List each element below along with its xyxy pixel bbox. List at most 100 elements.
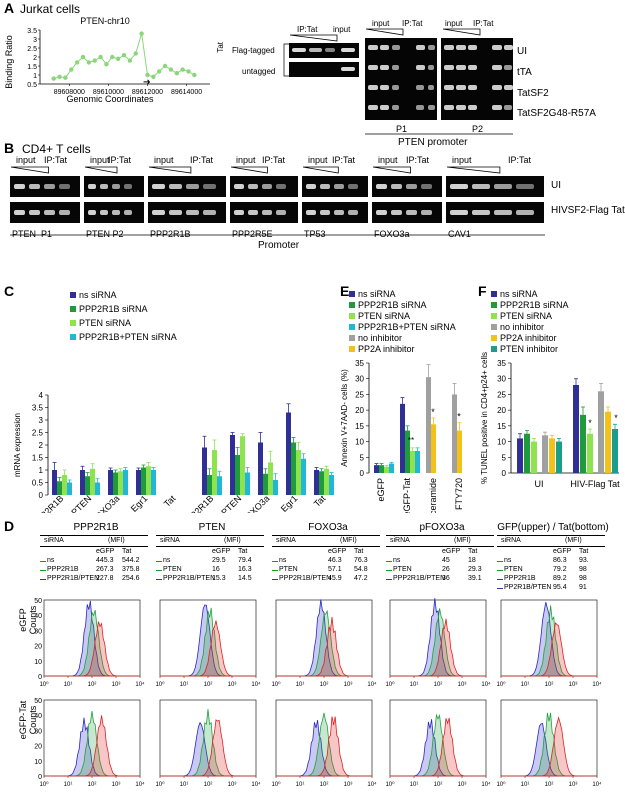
panel-d-histogram-curve bbox=[160, 620, 256, 677]
panel-d-xtick-label: 10¹ bbox=[64, 682, 73, 688]
gel-band bbox=[44, 210, 55, 215]
gel-band bbox=[320, 184, 330, 189]
gel-band bbox=[100, 210, 108, 215]
gel-band bbox=[494, 210, 512, 215]
panel-d-row-tat: 54.8 bbox=[354, 566, 368, 573]
panel-d-row-label: PP2R1B/PTEN bbox=[504, 584, 552, 591]
chart-c-bar bbox=[123, 470, 128, 495]
chart-c-ytick-label: 0 bbox=[39, 491, 44, 500]
panel-d-row-label: PTEN bbox=[504, 566, 523, 573]
chart-f-bar bbox=[598, 391, 604, 473]
chart-c-bar bbox=[62, 475, 67, 495]
gel-band bbox=[428, 45, 435, 50]
chart-a-ytick-label: 1.5 bbox=[27, 64, 37, 71]
chart-a-point bbox=[74, 60, 80, 65]
panel-d-row-swatch bbox=[386, 570, 392, 571]
panel-b-gel bbox=[148, 176, 226, 197]
chart-e-xtick-label: eGFP-Tat bbox=[402, 478, 412, 513]
panel-b-gel bbox=[148, 202, 226, 223]
chart-e-bar bbox=[405, 430, 410, 473]
panel-d-table-rule bbox=[272, 535, 380, 536]
chart-e-ytick-label: 35 bbox=[355, 359, 364, 368]
chart-a-xtick-label: 89608000 bbox=[54, 89, 85, 96]
chart-f-legend-swatch bbox=[491, 324, 497, 330]
chart-a-point bbox=[104, 62, 109, 67]
panel-d-ytick-label: 30 bbox=[34, 728, 42, 735]
panel-d-xtick-label: 10¹ bbox=[296, 682, 305, 688]
gel-band bbox=[421, 184, 432, 189]
panel-d-xtick-label: 10³ bbox=[458, 682, 467, 688]
panel-d-mfi-header: (MFI) bbox=[108, 537, 125, 544]
chart-f-bar bbox=[612, 429, 618, 473]
gel-a-wedge bbox=[289, 34, 338, 42]
gel-band bbox=[391, 184, 402, 189]
chart-a-point bbox=[156, 69, 162, 74]
panel-d-row-label: ns bbox=[279, 557, 287, 564]
gel-band bbox=[516, 184, 534, 189]
panel-d-row-swatch bbox=[156, 561, 162, 562]
panel-b-wedge bbox=[230, 166, 268, 174]
panel-d-xtick-label: 10¹ bbox=[296, 782, 305, 788]
chart-e-ytick-label: 20 bbox=[355, 406, 364, 415]
panel-b-gene-label: PPP2R5E bbox=[232, 229, 273, 239]
gel-a-flag bbox=[289, 43, 359, 58]
panel-d-xtick-label: 10³ bbox=[228, 782, 237, 788]
p2-label: P2 bbox=[472, 124, 484, 134]
panel-d-ytick-label: 0 bbox=[38, 774, 42, 781]
chart-e-ytick-label: 0 bbox=[360, 469, 365, 478]
chart-e-bar bbox=[374, 465, 379, 473]
gel-band bbox=[416, 105, 424, 110]
chart-a-point bbox=[92, 58, 97, 63]
gel-band bbox=[368, 65, 378, 70]
gel-band bbox=[504, 85, 513, 90]
panel-d-xtick-label: 10² bbox=[88, 682, 97, 688]
panel-d-row-egfp: 445.3 bbox=[96, 557, 114, 564]
panel-d-xtick-label: 10² bbox=[545, 682, 554, 688]
gel-band bbox=[492, 45, 502, 50]
panel-b-gene-label: PTEN P2 bbox=[86, 229, 124, 239]
chart-e-bar bbox=[415, 451, 420, 473]
chart-f-bar bbox=[587, 433, 593, 473]
chart-f-ytick-label: 35 bbox=[497, 359, 506, 368]
chart-c-bar bbox=[202, 447, 207, 495]
chart-a-point bbox=[168, 67, 174, 72]
flag-tagged-label: Flag-tagged bbox=[232, 46, 275, 55]
chart-e-bar bbox=[431, 424, 436, 473]
chart-c-legend-label: ns siRNA bbox=[79, 290, 117, 300]
gel-band bbox=[456, 45, 466, 50]
gel-band bbox=[504, 45, 513, 50]
gel-band bbox=[14, 210, 25, 215]
panel-d-col-tat: Tat bbox=[468, 548, 478, 555]
panel-b-wedge-shape bbox=[84, 166, 118, 174]
panel-d-table-rule bbox=[497, 535, 605, 536]
panel-d-col-egfp: eGFP bbox=[212, 548, 231, 555]
gel-band bbox=[468, 85, 477, 90]
gel-band bbox=[456, 65, 466, 70]
panel-d-row-swatch bbox=[272, 570, 278, 571]
chart-c-bar bbox=[268, 462, 273, 495]
chart-e-legend-swatch bbox=[349, 302, 355, 308]
panel-d-histogram-curve bbox=[276, 616, 372, 677]
row-label-tatsf2: TatSF2 bbox=[517, 88, 549, 99]
panel-a-chart: PTEN-chr10 Binding Ratio Genomic Coordin… bbox=[4, 16, 210, 104]
chart-f-bar bbox=[531, 441, 537, 473]
chart-c-bar bbox=[230, 435, 235, 495]
gel-band bbox=[444, 105, 454, 110]
panel-c-chart: ns siRNA PPP2R1B siRNA PTEN siRNA PPP2R1B+P… bbox=[13, 290, 334, 513]
chart-c-bar bbox=[146, 466, 151, 495]
panel-b-gel bbox=[10, 202, 80, 223]
gel-band bbox=[348, 184, 358, 189]
chart-e-bar bbox=[384, 466, 389, 473]
chart-e-ytick-label: 5 bbox=[360, 453, 365, 462]
chart-a-title: PTEN-chr10 bbox=[80, 16, 130, 26]
panel-b-wedge bbox=[372, 166, 411, 174]
panel-d-col-tat: Tat bbox=[354, 548, 364, 555]
gel-band bbox=[468, 45, 477, 50]
panel-d-row-egfp: 26 bbox=[442, 566, 450, 573]
panel-d-row-egfp: 36 bbox=[442, 575, 450, 582]
gel-band bbox=[421, 210, 432, 215]
panel-a-letter: A bbox=[4, 0, 15, 16]
chart-c-legend-swatch bbox=[70, 320, 76, 326]
panel-d-xtick-label: 10⁰ bbox=[496, 681, 506, 688]
panel-d-row-label: ns bbox=[47, 557, 55, 564]
